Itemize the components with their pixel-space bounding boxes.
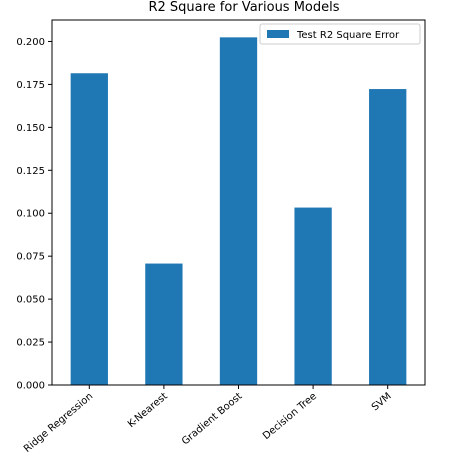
bar <box>369 89 407 385</box>
y-tick-label: 0.100 <box>16 209 45 220</box>
legend-swatch <box>267 30 289 38</box>
plot-area <box>70 37 407 385</box>
bar <box>219 37 258 385</box>
y-tick-label: 0.125 <box>16 166 45 177</box>
x-tick-label: Ridge Regression <box>22 391 95 455</box>
bar <box>294 207 332 385</box>
x-tick-label: Decision Tree <box>261 391 319 442</box>
y-tick-label: 0.000 <box>16 381 45 392</box>
x-tick-label: SVM <box>370 391 394 413</box>
legend-label: Test R2 Square Error <box>296 30 400 41</box>
y-tick-label: 0.150 <box>16 123 45 134</box>
legend-box <box>259 23 421 45</box>
y-tick-label: 0.175 <box>16 80 45 91</box>
x-tick-label: K-Nearest <box>126 391 170 430</box>
y-tick-label: 0.050 <box>16 295 45 306</box>
y-axis: 0.000 0.025 0.050 0.075 0.100 0.125 0.150 0.175… <box>16 37 52 392</box>
chart-title: R2 Square for Various Models <box>148 0 339 15</box>
legend: Test R2 Square Error <box>259 23 421 45</box>
bar <box>70 73 108 385</box>
y-tick-label: 0.025 <box>16 338 45 349</box>
y-tick-label: 0.200 <box>16 37 45 48</box>
y-tick-label: 0.075 <box>16 252 45 263</box>
bar <box>145 263 183 385</box>
x-tick-label: Gradient Boost <box>180 391 245 448</box>
x-axis: Ridge Regression K-Nearest Gradient Boost D… <box>22 385 394 455</box>
